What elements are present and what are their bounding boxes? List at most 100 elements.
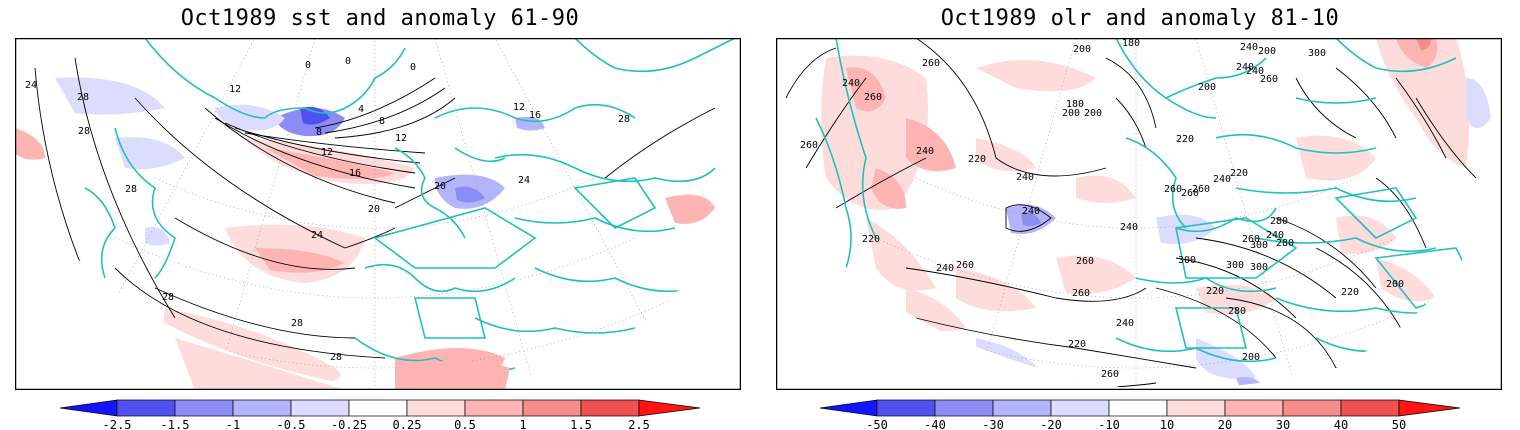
olr-map: 200 180 240 200 300 240 260 240 260 180 … (776, 38, 1502, 390)
contour-label: 260 (1101, 369, 1119, 380)
contour-label: 300 (1178, 255, 1196, 266)
contour-label: 200 (1242, 352, 1260, 363)
contour-label: 260 (1072, 288, 1090, 299)
sst-panel-title: Oct1989 sst and anomaly 61-90 (180, 6, 580, 31)
colorbar-tick: 50 (1392, 418, 1406, 430)
contour-label: 16 (529, 110, 541, 121)
contour-label: 180 (1066, 99, 1084, 110)
sst-panel: Oct1989 sst and anomaly 61-90 (15, 6, 741, 430)
colorbar-tick: 0.5 (454, 418, 476, 430)
contour-label: 220 (1341, 287, 1359, 298)
colorbar-tick: -0.25 (331, 418, 367, 430)
contour-label: 240 (1246, 66, 1264, 77)
contour-label: 240 (1213, 174, 1231, 185)
olr-contour-labels: 200 180 240 200 300 240 260 240 260 180 … (800, 38, 1404, 380)
contour-label: 260 (1192, 184, 1210, 195)
contour-label: 16 (349, 168, 361, 179)
contour-label: 300 (1250, 240, 1268, 251)
contour-label: 220 (862, 234, 880, 245)
contour-label: 24 (518, 175, 530, 186)
contour-label: 200 (1198, 82, 1216, 93)
contour-label: 28 (618, 114, 630, 125)
contour-label: 28 (77, 92, 89, 103)
contour-label: 260 (956, 260, 974, 271)
sst-contour-labels: 24 28 28 28 0 0 0 12 4 8 8 12 16 12 12 1… (25, 56, 630, 363)
contour-label: 20 (368, 204, 380, 215)
contour-label: 260 (922, 58, 940, 69)
contour-label: 220 (1206, 286, 1224, 297)
colorbar-tick: -2.5 (103, 418, 132, 430)
contour-label: 220 (1230, 168, 1248, 179)
contour-label: 280 (1228, 306, 1246, 317)
colorbar-tick: 1 (519, 418, 526, 430)
contour-label: 260 (1260, 74, 1278, 85)
colorbar-tick: 10 (1160, 418, 1174, 430)
contour-label: 180 (1122, 38, 1140, 49)
contour-label: 8 (379, 116, 385, 127)
contour-label: 300 (1226, 260, 1244, 271)
contour-label: 240 (1116, 318, 1134, 329)
contour-label: 240 (1022, 206, 1040, 217)
contour-label: 4 (358, 104, 364, 115)
contour-label: 200 (1062, 108, 1080, 119)
contour-label: 240 (916, 146, 934, 157)
contour-label: 260 (864, 92, 882, 103)
colorbar-tick: -1.5 (161, 418, 190, 430)
contour-label: 300 (1250, 262, 1268, 273)
contour-label: 300 (1308, 48, 1326, 59)
contour-label: 28 (330, 352, 342, 363)
contour-label: 12 (513, 102, 525, 113)
contour-label: 240 (936, 263, 954, 274)
contour-label: 280 (1276, 238, 1294, 249)
contour-label: 240 (842, 78, 860, 89)
sst-projection-disc (15, 38, 741, 390)
colorbar-tick: 1.5 (570, 418, 592, 430)
contour-label: 28 (162, 292, 174, 303)
contour-label: 200 (1073, 44, 1091, 55)
contour-label: 0 (305, 60, 311, 71)
colorbar-tick: 40 (1334, 418, 1348, 430)
colorbar-tick: -0.5 (277, 418, 306, 430)
contour-label: 260 (800, 140, 818, 151)
sst-coastlines (84, 38, 736, 373)
contour-label: 260 (1242, 234, 1260, 245)
contour-label: 240 (1240, 42, 1258, 53)
colorbar-tick: 30 (1276, 418, 1290, 430)
olr-colorbar: -50 -40 -30 -20 -10 10 20 30 40 50 (819, 399, 1461, 430)
contour-label: 28 (291, 318, 303, 329)
contour-label: 260 (1076, 256, 1094, 267)
contour-label: 240 (1266, 230, 1284, 241)
contour-label: 200 (1084, 108, 1102, 119)
colorbar-tick: -20 (1040, 418, 1062, 430)
contour-label: 0 (410, 62, 416, 73)
contour-label: 28 (125, 184, 137, 195)
contour-label: 200 (1386, 279, 1404, 290)
contour-label: 28 (78, 126, 90, 137)
contour-label: 24 (25, 80, 37, 91)
contour-label: 20 (434, 181, 446, 192)
olr-panel: Oct1989 olr and anomaly 81-10 (760, 0, 1520, 430)
colorbar-tick: 0.25 (393, 418, 422, 430)
contour-label: 12 (321, 147, 333, 158)
colorbar-tick: -50 (866, 418, 888, 430)
contour-label: 240 (1016, 172, 1034, 183)
colorbar-tick: -1 (226, 418, 240, 430)
contour-label: 24 (311, 230, 323, 241)
contour-label: 220 (1176, 134, 1194, 145)
colorbar-tick: -30 (982, 418, 1004, 430)
olr-panel-title: Oct1989 olr and anomaly 81-10 (940, 6, 1340, 31)
contour-label: 8 (316, 127, 322, 138)
contour-label: 240 (1236, 62, 1254, 73)
contour-label: 220 (1068, 339, 1086, 350)
colorbar-tick: -10 (1098, 418, 1120, 430)
contour-label: 200 (1258, 46, 1276, 57)
contour-label: 220 (968, 154, 986, 165)
sst-map: 24 28 28 28 0 0 0 12 4 8 8 12 16 12 12 1… (15, 38, 741, 390)
contour-label: 0 (345, 56, 351, 67)
contour-label: 12 (229, 84, 241, 95)
contour-label: 12 (395, 133, 407, 144)
colorbar-tick: -40 (924, 418, 946, 430)
colorbar-tick: 20 (1218, 418, 1232, 430)
contour-label: 280 (1270, 216, 1288, 227)
sst-colorbar: -2.5 -1.5 -1 -0.5 -0.25 0.25 0.5 1 1.5 2… (59, 399, 701, 430)
